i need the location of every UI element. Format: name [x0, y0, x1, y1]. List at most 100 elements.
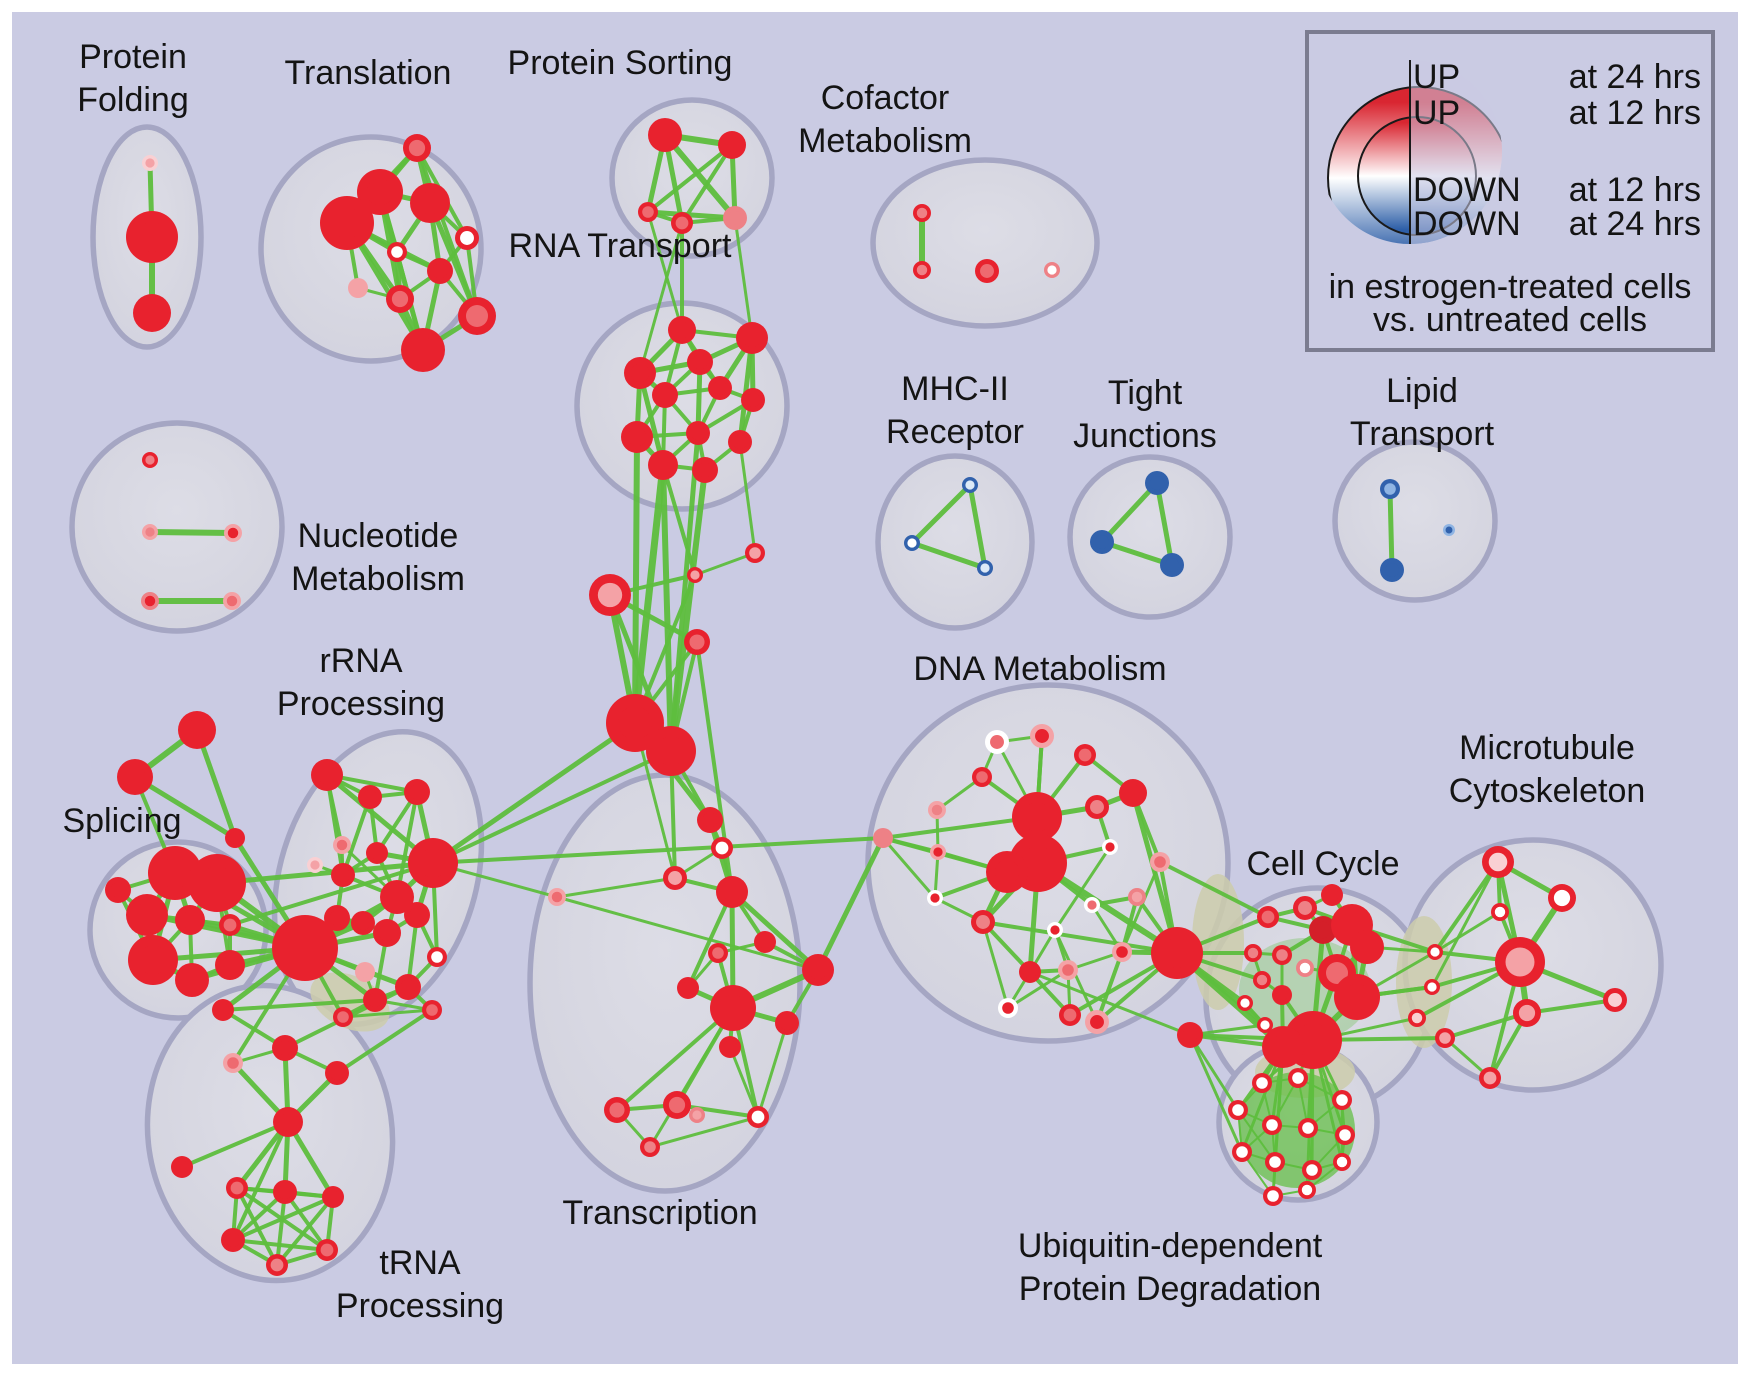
node-core-12hr — [907, 538, 917, 548]
network-node — [741, 388, 765, 412]
network-node — [387, 242, 407, 262]
node-core-12hr — [657, 387, 673, 403]
network-node — [455, 226, 479, 250]
legend-caption-line2: vs. untreated cells — [1372, 301, 1648, 339]
node-core-12hr — [691, 426, 705, 440]
network-node — [1380, 479, 1400, 499]
legend-direction-label: UP — [1413, 58, 1461, 96]
node-core-12hr — [642, 206, 654, 218]
node-core-12hr — [689, 634, 705, 650]
network-edge — [1387, 486, 1395, 573]
legend-row-up-24: UP at 24 hrs — [1413, 57, 1701, 97]
network-node — [1257, 1017, 1273, 1033]
node-core-12hr — [221, 956, 239, 974]
network-node — [178, 711, 216, 749]
node-core-12hr — [692, 1110, 702, 1120]
network-edge — [660, 462, 674, 754]
network-node — [1603, 988, 1627, 1012]
node-core-12hr — [1299, 962, 1311, 974]
node-core-12hr — [418, 191, 442, 215]
cluster-label-translation: Translation — [285, 54, 452, 92]
network-node — [648, 118, 682, 152]
node-core-12hr — [356, 916, 370, 930]
node-core-12hr — [432, 263, 448, 279]
network-node — [1443, 524, 1455, 536]
legend-gradient-rings — [1318, 60, 1502, 244]
network-node — [404, 902, 430, 928]
network-edge — [815, 835, 886, 973]
cluster-label-trna-processing: tRNA Processing — [336, 1244, 504, 1325]
network-node — [410, 183, 450, 223]
network-node — [272, 915, 338, 981]
network-node — [128, 935, 178, 985]
node-core-12hr — [1298, 901, 1312, 915]
node-core-12hr — [1430, 947, 1440, 957]
network-node — [1321, 884, 1343, 906]
node-core-12hr — [1240, 998, 1250, 1008]
network-node — [366, 842, 388, 864]
node-core-12hr — [418, 848, 448, 878]
node-core-12hr — [352, 282, 364, 294]
network-node — [224, 524, 242, 542]
network-node — [225, 828, 245, 848]
network-node — [646, 726, 696, 776]
node-core-12hr — [175, 1160, 189, 1174]
legend-row-down-24: DOWN at 24 hrs — [1413, 204, 1701, 244]
network-node — [1160, 553, 1184, 577]
node-core-12hr — [712, 947, 724, 959]
network-node — [689, 1107, 705, 1123]
node-core-12hr — [326, 1190, 340, 1204]
node-core-12hr — [627, 427, 647, 447]
network-node — [1302, 1160, 1322, 1180]
network-node — [962, 477, 978, 493]
network-edge — [728, 1045, 760, 1119]
node-core-12hr — [145, 158, 155, 168]
node-core-12hr — [200, 866, 234, 900]
legend-divider-line — [1409, 60, 1411, 244]
node-core-12hr — [330, 1066, 344, 1080]
node-core-12hr — [465, 304, 489, 328]
network-node — [404, 779, 430, 805]
network-node — [1333, 1153, 1351, 1171]
node-core-12hr — [1247, 947, 1259, 959]
network-edge — [909, 482, 973, 546]
network-edge — [180, 1120, 290, 1169]
cluster-label-protein-folding: Protein Folding — [77, 38, 189, 119]
node-core-12hr — [1325, 888, 1339, 902]
cluster-ellipse-nucleotide-metabolism — [69, 420, 285, 634]
node-core-12hr — [387, 887, 407, 907]
network-edge — [377, 189, 426, 353]
node-core-12hr — [223, 918, 237, 932]
network-node — [624, 357, 656, 389]
network-node — [638, 202, 658, 222]
node-core-12hr — [227, 527, 239, 539]
network-node — [930, 844, 946, 860]
node-core-12hr — [1296, 1023, 1330, 1057]
network-node — [141, 592, 159, 610]
node-core-12hr — [1260, 1020, 1270, 1030]
node-core-12hr — [408, 139, 426, 157]
node-core-12hr — [1505, 947, 1535, 977]
cluster-label-dna-metabolism: DNA Metabolism — [913, 650, 1166, 688]
network-edge — [662, 132, 738, 221]
network-node — [1293, 896, 1317, 920]
network-node — [1263, 1186, 1283, 1206]
node-core-12hr — [1608, 993, 1622, 1007]
network-node — [1262, 1115, 1282, 1135]
network-node — [226, 1177, 248, 1199]
node-core-12hr — [551, 891, 563, 903]
network-node — [1030, 724, 1054, 748]
node-core-12hr — [931, 804, 943, 816]
network-node — [663, 866, 687, 890]
network-node — [1253, 971, 1271, 989]
cluster-ellipse-cofactor-metabolism — [870, 157, 1100, 329]
network-node — [686, 421, 710, 445]
node-core-12hr — [1301, 1184, 1313, 1196]
node-core-12hr — [1023, 965, 1037, 979]
network-node — [1335, 1125, 1355, 1145]
network-edge — [431, 836, 885, 865]
network-node — [358, 785, 382, 809]
node-core-12hr — [1021, 846, 1055, 880]
node-core-12hr — [1090, 800, 1104, 814]
network-node — [873, 828, 893, 848]
